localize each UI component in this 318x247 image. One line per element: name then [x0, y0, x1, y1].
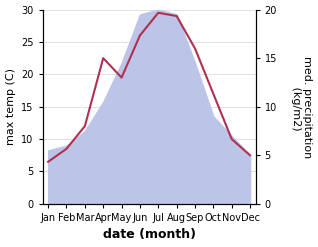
Y-axis label: max temp (C): max temp (C) — [5, 68, 16, 145]
X-axis label: date (month): date (month) — [103, 228, 196, 242]
Y-axis label: med. precipitation
 (kg/m2): med. precipitation (kg/m2) — [291, 56, 313, 158]
